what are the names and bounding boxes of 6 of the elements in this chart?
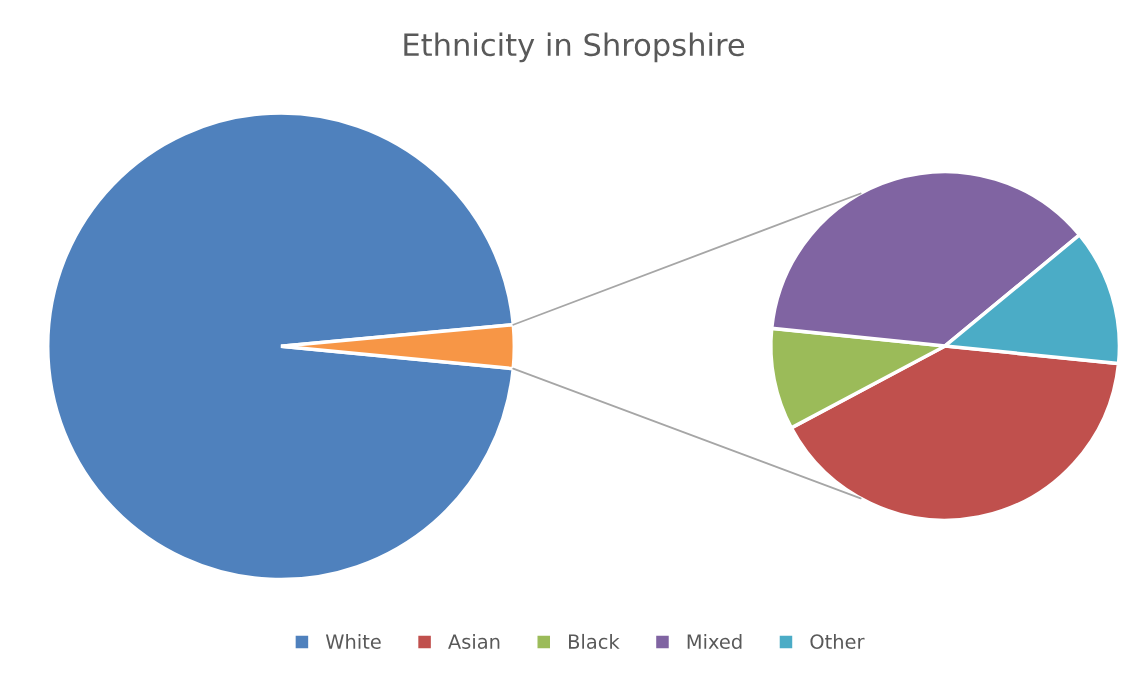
legend-label: Asian (448, 633, 500, 649)
legend-label: Mixed (687, 633, 742, 649)
legend-label: Other (810, 633, 865, 649)
legend-label: White (325, 633, 381, 649)
text: Ethnicity in Shropshire (404, 32, 745, 63)
legend-label: Black (569, 633, 620, 649)
